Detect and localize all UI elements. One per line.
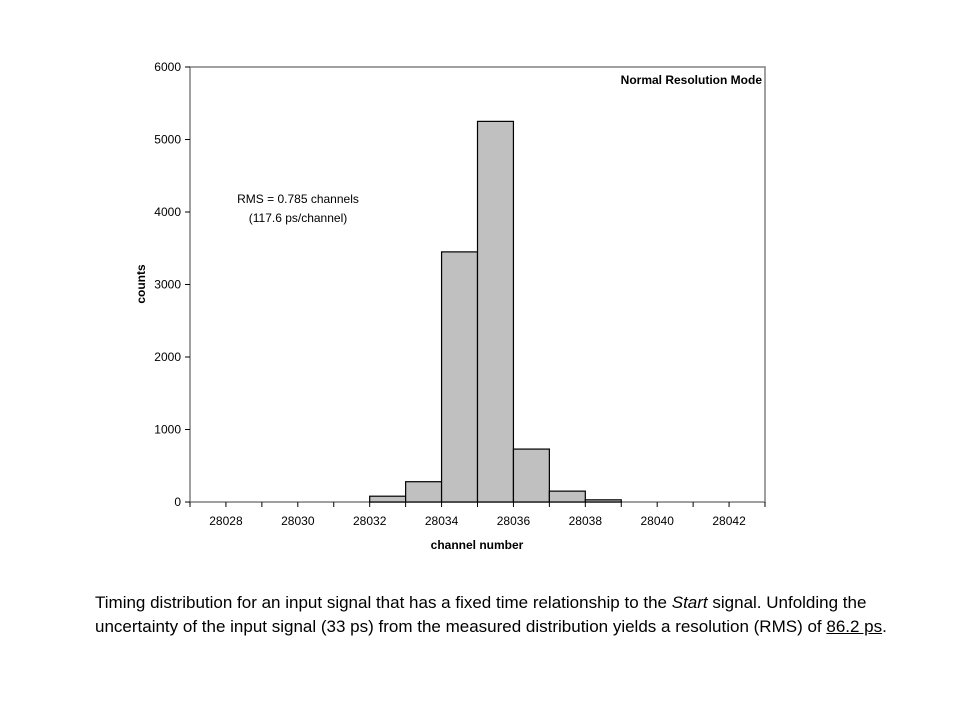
y-tick-label: 4000 xyxy=(154,205,181,219)
x-tick-label: 28042 xyxy=(712,514,746,528)
y-axis-title: counts xyxy=(134,264,148,304)
caption-underlined-value: 86.2 ps xyxy=(826,617,883,636)
bars-layer xyxy=(369,120,622,503)
histogram-bar xyxy=(369,495,407,503)
figure-caption: Timing distribution for an input signal … xyxy=(95,591,895,639)
x-tick-label: 28036 xyxy=(497,514,531,528)
y-tick-label: 2000 xyxy=(154,350,181,364)
x-tick-label: 28028 xyxy=(209,514,243,528)
y-tick-label: 6000 xyxy=(154,60,181,74)
x-tick-label: 28038 xyxy=(569,514,603,528)
annotation-line-2: (117.6 ps/channel) xyxy=(249,211,348,225)
histogram-bar xyxy=(476,120,515,503)
histogram-bar xyxy=(512,448,550,503)
mode-label: Normal Resolution Mode xyxy=(621,73,763,87)
y-tick-label: 0 xyxy=(174,495,181,509)
annotation-line-1: RMS = 0.785 channels xyxy=(237,192,359,206)
caption-text-3: . xyxy=(882,617,887,636)
histogram-bar xyxy=(405,481,443,503)
x-axis: 28028 28030 28032 28034 28036 28038 28040 28042 xyxy=(189,502,766,528)
x-tick-label: 28032 xyxy=(353,514,387,528)
x-tick-label: 28034 xyxy=(425,514,459,528)
y-tick-label: 1000 xyxy=(154,423,181,437)
x-tick-label: 28040 xyxy=(641,514,675,528)
y-tick-label: 3000 xyxy=(154,278,181,292)
caption-italic-start: Start xyxy=(671,593,708,612)
x-axis-title: channel number xyxy=(431,538,524,552)
histogram-bar xyxy=(548,490,586,503)
histogram-bar xyxy=(440,251,479,503)
y-axis: 0 1000 2000 3000 4000 5000 6000 xyxy=(154,60,190,509)
histogram-chart: 0 1000 2000 3000 4000 5000 6000 28028 28030 2803… xyxy=(134,60,766,552)
caption-text-2: signal. Unfolding the uncertainty of the… xyxy=(95,593,867,636)
histogram-bar xyxy=(584,499,622,503)
y-tick-label: 5000 xyxy=(154,133,181,147)
x-tick-label: 28030 xyxy=(281,514,315,528)
caption-text-1: Timing distribution for an input signal … xyxy=(95,593,672,612)
